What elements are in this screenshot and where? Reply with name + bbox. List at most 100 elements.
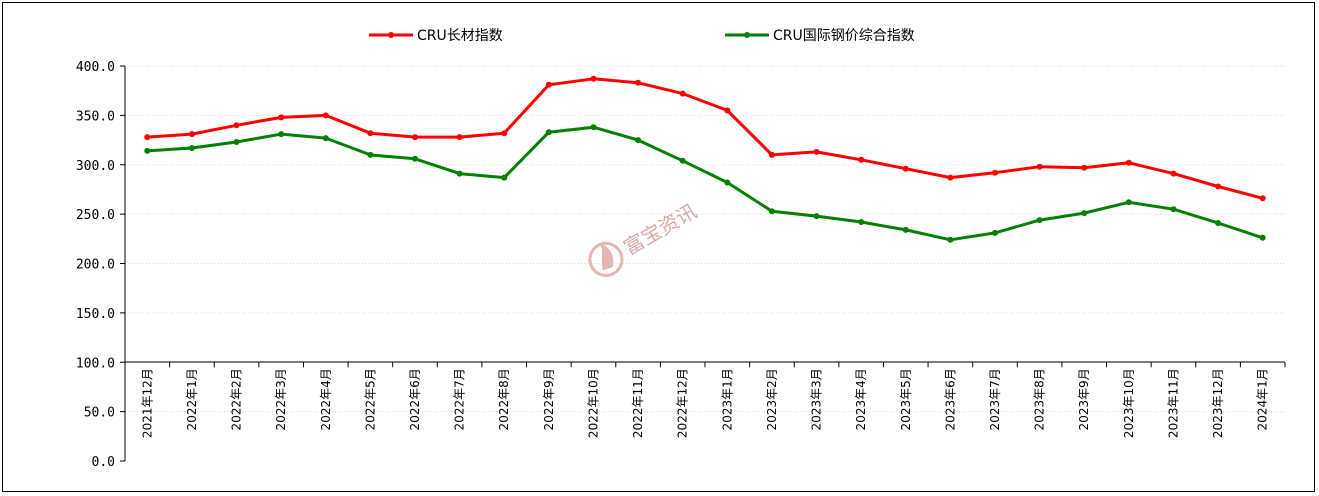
y-tick-label: 250.0 — [76, 208, 115, 223]
data-point — [590, 75, 597, 82]
y-tick-label: 50.0 — [84, 406, 115, 421]
data-point — [1036, 217, 1043, 224]
data-point — [768, 151, 775, 158]
series-line-1 — [147, 125, 1264, 242]
y-tick-label: 300.0 — [76, 159, 115, 174]
x-tick-label: 2021年12月 — [140, 368, 154, 438]
x-tick-label: 2023年4月 — [854, 368, 868, 430]
x-tick-label: 2023年7月 — [988, 368, 1002, 430]
legend-label-0: CRU长材指数 — [417, 28, 503, 44]
data-point — [456, 170, 463, 177]
x-tick-label: 2023年8月 — [1033, 368, 1047, 430]
x-tick-label: 2023年2月 — [765, 368, 779, 430]
x-ticks: 2021年12月 2022年1月 2022年2月 2022年3月 2022年4月 2022… — [124, 362, 1286, 438]
data-point — [1081, 210, 1088, 217]
data-point — [902, 165, 909, 172]
data-point — [1170, 170, 1177, 177]
y-tick-label: 400.0 — [76, 60, 115, 75]
data-point — [1215, 220, 1222, 226]
data-point — [902, 226, 909, 233]
x-tick-label: 2022年8月 — [497, 368, 511, 430]
data-point — [412, 134, 418, 141]
data-point — [278, 131, 285, 138]
data-point — [144, 147, 151, 154]
data-point — [1170, 206, 1177, 213]
legend-item-0: CRU长材指数 — [369, 28, 503, 44]
x-tick-label: 2024年1月 — [1256, 368, 1270, 430]
x-tick-label: 2023年1月 — [720, 368, 734, 430]
data-point — [947, 236, 954, 243]
x-tick-label: 2022年9月 — [542, 368, 556, 430]
data-point — [233, 122, 240, 129]
data-point — [635, 137, 642, 144]
x-tick-label: 2022年12月 — [676, 368, 690, 438]
legend-marker-0 — [388, 32, 394, 38]
legend-item-1: CRU国际钢价综合指数 — [725, 28, 915, 44]
y-tick-label: 100.0 — [76, 356, 115, 371]
x-tick-label: 2022年4月 — [319, 368, 333, 430]
x-tick-label: 2022年2月 — [230, 368, 244, 430]
data-point — [1215, 183, 1222, 190]
data-point — [545, 81, 552, 88]
data-point — [322, 112, 329, 119]
data-point — [1125, 159, 1132, 166]
data-point — [1259, 195, 1266, 202]
data-point — [188, 131, 195, 138]
x-tick-label: 2023年3月 — [810, 368, 824, 430]
data-point — [813, 213, 820, 220]
x-tick-label: 2023年5月 — [899, 368, 913, 430]
data-point — [322, 135, 329, 142]
data-point — [590, 124, 597, 131]
x-tick-label: 2022年7月 — [453, 368, 467, 430]
y-tick-label: 150.0 — [76, 307, 115, 322]
data-point — [679, 90, 686, 97]
x-tick-label: 2023年10月 — [1122, 368, 1136, 438]
data-point — [501, 174, 508, 181]
data-point — [412, 155, 418, 162]
data-point — [947, 174, 954, 181]
watermark-logo — [588, 241, 624, 277]
y-ticks: 0.0 50.0 100.0 150.0 200.0 250.0 300.0 350.0 400… — [76, 60, 125, 470]
x-tick-label: 2022年1月 — [185, 368, 199, 430]
x-tick-label: 2023年6月 — [943, 368, 957, 430]
x-tick-label: 2022年3月 — [274, 368, 288, 430]
x-tick-label: 2022年6月 — [408, 368, 422, 430]
series-layer — [144, 75, 1266, 243]
data-point — [1259, 234, 1266, 241]
legend-label-1: CRU国际钢价综合指数 — [773, 28, 915, 44]
x-tick-label: 2022年10月 — [586, 368, 600, 438]
data-point — [992, 229, 998, 236]
y-tick-label: 350.0 — [76, 109, 115, 124]
data-point — [813, 148, 820, 155]
data-point — [992, 169, 998, 176]
data-point — [724, 179, 731, 186]
data-point — [144, 134, 151, 141]
data-point — [367, 151, 374, 158]
data-point — [278, 114, 285, 121]
data-point — [1125, 199, 1132, 206]
watermark-text: 富宝资讯 — [619, 199, 700, 260]
data-point — [679, 157, 686, 164]
data-point — [1036, 163, 1043, 170]
data-point — [635, 79, 642, 86]
data-point — [188, 145, 195, 151]
watermark: 富宝资讯 — [588, 199, 701, 277]
chart-svg: 0.0 50.0 100.0 150.0 200.0 250.0 300.0 350.0 400… — [76, 28, 1286, 470]
data-point — [456, 134, 463, 141]
y-tick-label: 200.0 — [76, 258, 115, 273]
data-point — [1081, 164, 1088, 171]
y-tick-label: 0.0 — [92, 455, 115, 470]
data-point — [233, 139, 240, 145]
data-point — [858, 219, 865, 225]
data-point — [724, 107, 731, 114]
x-tick-label: 2022年11月 — [631, 368, 645, 438]
x-tick-label: 2022年5月 — [363, 368, 377, 430]
x-tick-label: 2023年9月 — [1077, 368, 1091, 430]
data-point — [501, 130, 508, 137]
data-point — [545, 129, 552, 136]
series-line-0 — [147, 77, 1264, 200]
data-point — [367, 130, 374, 137]
legend: CRU长材指数 CRU国际钢价综合指数 — [369, 28, 915, 44]
legend-marker-1 — [744, 32, 750, 38]
